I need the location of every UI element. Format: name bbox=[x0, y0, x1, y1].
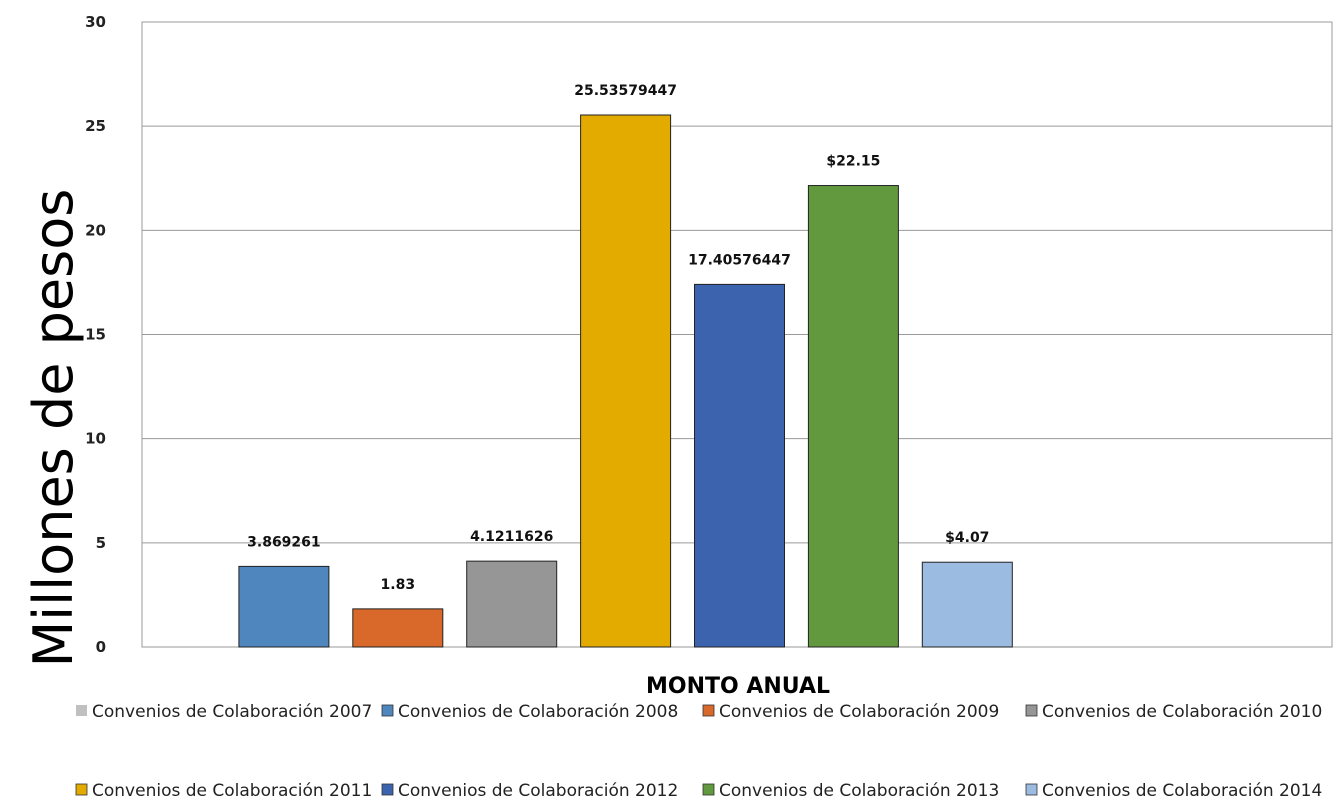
legend-swatch bbox=[381, 783, 394, 796]
bar bbox=[466, 560, 558, 648]
bar bbox=[238, 565, 330, 648]
y-tick-label: 30 bbox=[85, 13, 106, 31]
y-tick-label: 0 bbox=[96, 638, 106, 656]
bars bbox=[238, 114, 1013, 648]
y-tick-label: 20 bbox=[85, 221, 106, 239]
bar bbox=[921, 561, 1013, 648]
legend-swatch bbox=[76, 705, 87, 716]
data-label: 17.40576447 bbox=[688, 252, 791, 268]
data-label: 1.83 bbox=[381, 577, 416, 593]
legend-entry: Convenios de Colaboración 2014 bbox=[1025, 781, 1322, 801]
y-axis-label: Millones de pesos bbox=[22, 189, 85, 668]
legend-label: Convenios de Colaboración 2014 bbox=[1042, 781, 1322, 801]
y-tick-label: 25 bbox=[85, 117, 106, 135]
legend-entry: Convenios de Colaboración 2010 bbox=[1025, 702, 1322, 722]
legend-entry: Convenios de Colaboración 2008 bbox=[381, 702, 678, 722]
data-label: $22.15 bbox=[826, 154, 880, 170]
legend-swatch bbox=[702, 704, 715, 717]
legend-label: Convenios de Colaboración 2009 bbox=[719, 702, 999, 722]
legend-entry: Convenios de Colaboración 2013 bbox=[702, 781, 999, 801]
legend-entry: Convenios de Colaboración 2009 bbox=[702, 702, 999, 722]
legend: Convenios de Colaboración 2007 Convenios … bbox=[75, 702, 1322, 801]
legend-label: Convenios de Colaboración 2012 bbox=[398, 781, 678, 801]
legend-label: Convenios de Colaboración 2011 bbox=[92, 781, 372, 801]
data-label: 3.869261 bbox=[247, 534, 321, 550]
y-tick-label: 5 bbox=[96, 534, 106, 552]
y-tick-label: 10 bbox=[85, 430, 106, 448]
bar bbox=[807, 185, 899, 648]
legend-entry: Convenios de Colaboración 2007 bbox=[76, 702, 372, 722]
x-axis-label: MONTO ANUAL bbox=[646, 674, 830, 699]
legend-label: Convenios de Colaboración 2007 bbox=[92, 702, 372, 722]
legend-swatch bbox=[1025, 704, 1038, 717]
legend-swatch bbox=[75, 783, 88, 796]
bar bbox=[580, 114, 672, 648]
bar bbox=[352, 608, 444, 648]
legend-swatch bbox=[1025, 783, 1038, 796]
legend-label: Convenios de Colaboración 2008 bbox=[398, 702, 678, 722]
legend-label: Convenios de Colaboración 2010 bbox=[1042, 702, 1322, 722]
legend-swatch bbox=[702, 783, 715, 796]
data-label: $4.07 bbox=[945, 530, 989, 546]
legend-entry: Convenios de Colaboración 2011 bbox=[75, 781, 372, 801]
y-tick-label: 15 bbox=[85, 326, 106, 344]
legend-entry: Convenios de Colaboración 2012 bbox=[381, 781, 678, 801]
legend-label: Convenios de Colaboración 2013 bbox=[719, 781, 999, 801]
data-labels: 3.869261 1.83 4.1211626 25.53579447 17.40576… bbox=[247, 83, 989, 593]
bar bbox=[694, 283, 785, 648]
y-tick-labels: 0 5 10 15 20 25 30 bbox=[85, 13, 106, 656]
data-label: 4.1211626 bbox=[470, 529, 553, 545]
legend-swatch bbox=[381, 704, 394, 717]
data-label: 25.53579447 bbox=[574, 83, 677, 99]
